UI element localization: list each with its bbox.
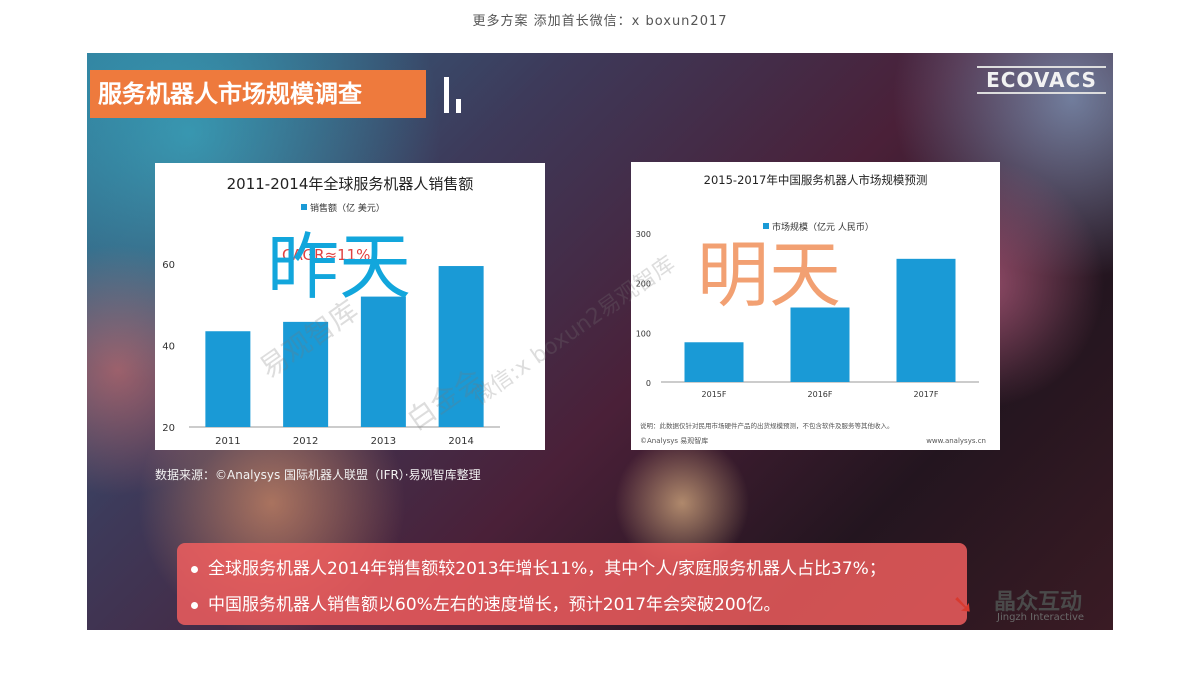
summary-bullet-1: 全球服务机器人2014年销售额较2013年增长11%，其中个人/家庭服务机器人占…	[191, 554, 886, 579]
summary-bullet-2: 中国服务机器人销售额以60%左右的速度增长，预计2017年会突破200亿。	[191, 590, 781, 615]
bar	[205, 331, 251, 427]
summary-text-1: 全球服务机器人2014年销售额较2013年增长11%，其中个人/家庭服务机器人占…	[208, 559, 886, 579]
y-tick-label: 60	[162, 260, 175, 271]
x-tick-label: 2012	[293, 436, 318, 447]
x-tick-label: 2011	[215, 436, 240, 447]
y-tick-label: 0	[646, 379, 651, 388]
y-tick-label: 100	[636, 329, 651, 338]
cagr-annotation: CAGR≈11%	[282, 246, 370, 264]
bar	[438, 266, 484, 427]
logo-cn: 晶众互动	[994, 590, 1083, 615]
x-tick-label: 2016F	[808, 390, 833, 399]
summary-text-2: 中国服务机器人销售额以60%左右的速度增长，预计2017年会突破200亿。	[208, 595, 781, 615]
x-tick-label: 2015F	[702, 390, 727, 399]
bullet-dot-icon	[191, 601, 198, 609]
y-tick-label: 300	[636, 230, 651, 239]
slide-title: 服务机器人市场规模调查	[90, 70, 426, 118]
bar	[896, 258, 956, 382]
arrow-icon: ➘	[952, 590, 974, 620]
summary-box: 全球服务机器人2014年销售额较2013年增长11%，其中个人/家庭服务机器人占…	[177, 543, 967, 625]
bar	[790, 307, 850, 382]
legend-swatch	[301, 204, 307, 210]
overlay-left: 昨天	[267, 225, 412, 309]
bar	[283, 321, 329, 427]
chart-footer-right: www.analysys.cn	[926, 437, 986, 445]
slide: 服务机器人市场规模调查 ECOVACS 2011-2014年全球服务机器人销售额…	[87, 53, 1113, 630]
logo-en: Jingzh Interactive	[997, 612, 1085, 623]
header-note: 更多方案 添加首长微信：x boxun2017	[472, 14, 728, 29]
y-tick-label: 20	[162, 423, 175, 434]
bar	[360, 296, 406, 427]
x-tick-label: 2014	[448, 436, 473, 447]
chart-china: 2015-2017年中国服务机器人市场规模预测市场规模（亿元 人民币） 0 100 2…	[631, 162, 1000, 450]
ecovacs-logo: ECOVACS	[977, 66, 1106, 94]
title-decoration	[444, 77, 474, 113]
y-tick-label: 200	[636, 280, 651, 289]
legend-swatch	[763, 223, 769, 229]
jingzhong-logo: ➘ 晶众互动 Jingzh Interactive	[952, 580, 1113, 628]
overlay-right: 明天	[697, 233, 842, 317]
legend-label: 市场规模（亿元 人民币）	[772, 221, 874, 233]
chart-title: 2015-2017年中国服务机器人市场规模预测	[704, 173, 928, 187]
chart-note: 说明：此数据仅针对民用市场硬件产品的出货规模预测，不包含软件及服务等其他收入。	[640, 421, 894, 430]
data-source: 数据来源：©Analysys 国际机器人联盟（IFR）·易观智库整理	[155, 468, 481, 482]
legend-label: 销售额（亿 美元）	[310, 202, 385, 214]
chart-footer-left: ©Analysys 易观智库	[640, 436, 708, 445]
x-tick-label: 2017F	[914, 390, 939, 399]
x-tick-label: 2013	[371, 436, 396, 447]
bar	[684, 342, 744, 382]
bullet-dot-icon	[191, 565, 198, 573]
chart-title: 2011-2014年全球服务机器人销售额	[227, 175, 474, 193]
y-tick-label: 40	[162, 342, 175, 353]
chart-global: 2011-2014年全球服务机器人销售额销售额（亿 美元） CAGR≈11% 20 4…	[155, 163, 545, 450]
